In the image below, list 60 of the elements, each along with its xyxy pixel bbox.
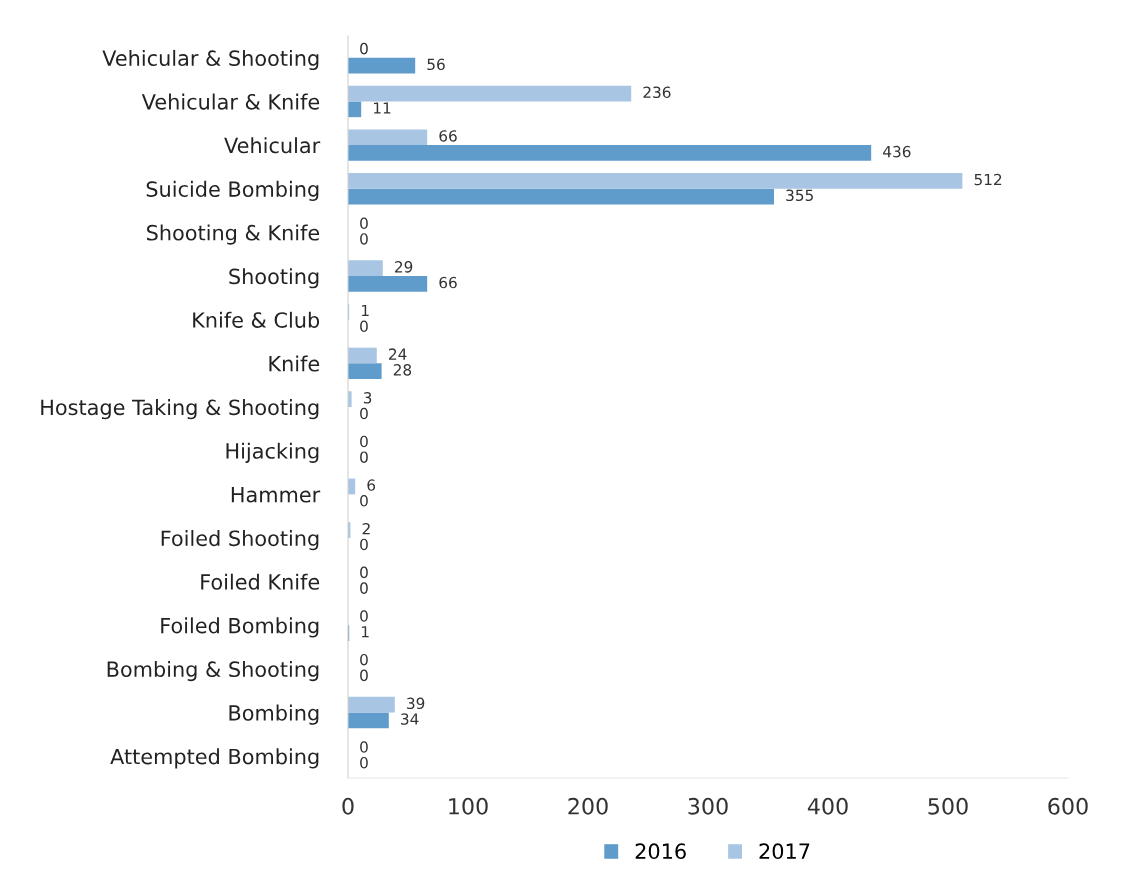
data-label: 1	[361, 626, 369, 638]
y-tick-label: Bombing	[229, 704, 319, 725]
y-tick-label: Shooting & Knife	[146, 224, 320, 245]
legend-label: 2017	[759, 843, 810, 860]
y-tick-label: Knife	[269, 355, 320, 372]
x-tick-label: 100	[449, 797, 488, 815]
data-label: 34	[401, 713, 419, 725]
data-label: 0	[360, 582, 368, 594]
data-label: 39	[407, 697, 425, 710]
data-label: 0	[360, 435, 368, 448]
data-label: 1	[361, 304, 369, 317]
data-label: 0	[360, 320, 368, 332]
y-tick-label: Suicide Bombing	[146, 180, 319, 202]
y-tick-label: Hostage Taking & Shooting	[41, 399, 319, 420]
y-tick-label: Vehicular & Knife	[141, 93, 320, 110]
y-tick-label: Hijacking	[226, 442, 319, 463]
data-label: 436	[883, 145, 911, 158]
data-label: 0	[360, 653, 368, 666]
x-tick-label: 300	[688, 797, 728, 815]
data-label: 66	[439, 276, 457, 289]
data-label: 0	[360, 233, 368, 245]
data-label: 24	[389, 348, 407, 360]
y-tick-label: Shooting	[229, 268, 319, 289]
x-tick-label: 600	[1048, 797, 1088, 815]
data-label: 3	[363, 392, 372, 404]
y-tick-label: Vehicular & Shooting	[102, 49, 319, 71]
data-label: 0	[360, 495, 368, 507]
y-tick-label: Attempted Bombing	[110, 748, 319, 769]
data-label: 0	[360, 42, 368, 55]
data-label: 236	[643, 86, 671, 99]
data-label: 0	[360, 451, 368, 463]
data-label: 28	[393, 364, 412, 376]
data-label: 0	[360, 538, 368, 551]
data-label: 0	[360, 741, 368, 753]
data-label: 0	[360, 566, 368, 579]
data-label: 0	[360, 217, 368, 229]
data-label: 0	[360, 756, 368, 769]
y-tick-label: Knife & Club	[193, 311, 320, 328]
x-tick-label: 0	[342, 797, 354, 815]
y-tick-label: Foiled Bombing	[161, 617, 319, 638]
y-tick-label: Foiled Shooting	[161, 530, 319, 551]
data-label: 512	[974, 173, 1002, 186]
x-tick-label: 500	[928, 797, 968, 815]
data-label: 0	[360, 407, 368, 420]
data-label: 355	[786, 189, 813, 202]
x-tick-label: 200	[568, 797, 608, 815]
y-tick-label: Bombing & Shooting	[107, 660, 319, 682]
y-tick-label: Vehicular	[224, 137, 321, 154]
legend-label: 2016	[635, 843, 686, 860]
data-label: 56	[427, 58, 445, 71]
data-label: 11	[373, 102, 391, 114]
data-label: 2	[362, 522, 370, 535]
x-tick-label: 400	[807, 797, 848, 815]
data-label: 29	[395, 261, 413, 273]
y-tick-label: Hammer	[231, 487, 321, 503]
data-label: 0	[360, 610, 368, 622]
data-label: 0	[360, 669, 368, 682]
data-label: 66	[439, 130, 457, 142]
y-tick-label: Foiled Knife	[201, 573, 320, 590]
data-label: 6	[367, 479, 376, 491]
